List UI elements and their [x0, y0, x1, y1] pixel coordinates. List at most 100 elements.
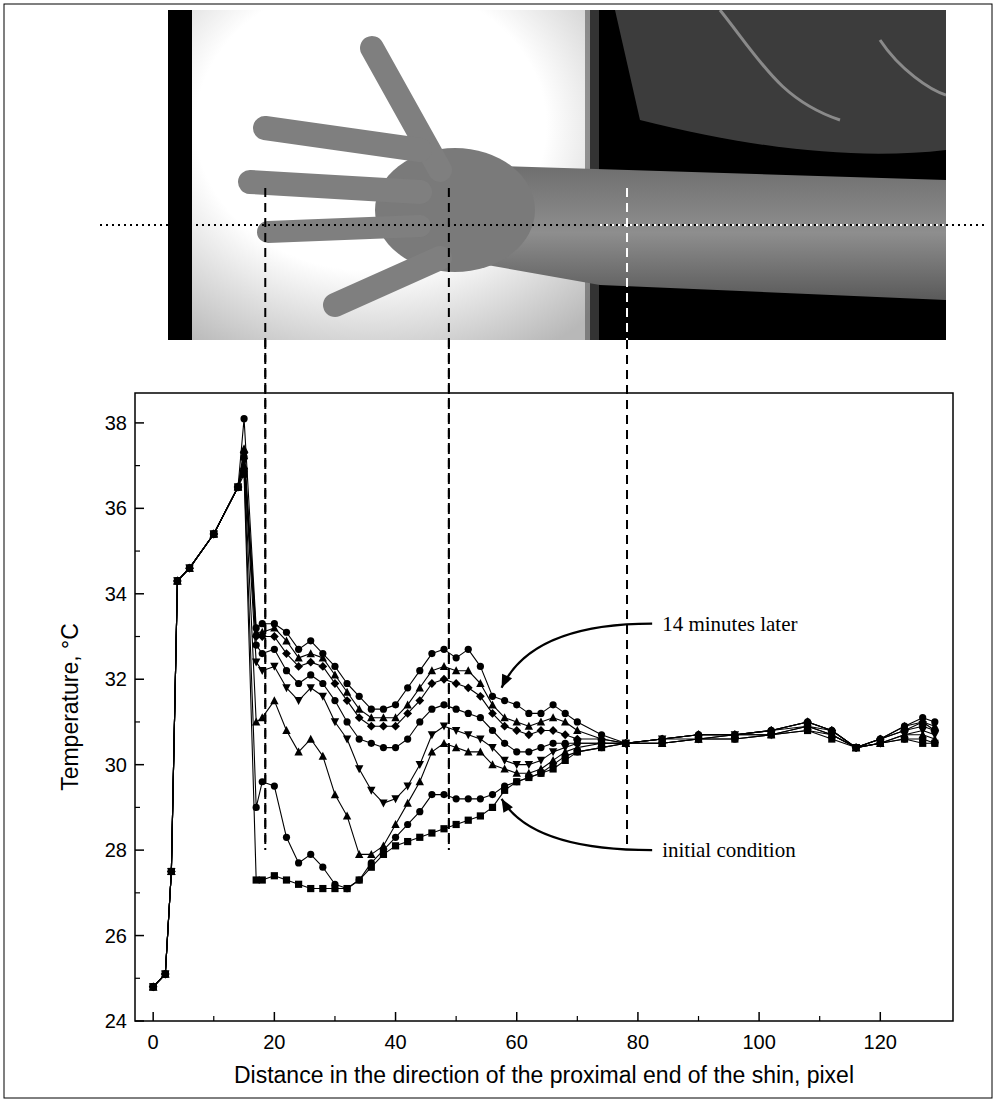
- series-marker: [477, 795, 484, 802]
- forearm: [470, 165, 946, 300]
- series-marker: [525, 722, 533, 730]
- series-marker: [488, 760, 496, 768]
- series-marker: [561, 718, 569, 726]
- series-marker: [356, 735, 363, 742]
- series-marker: [852, 743, 861, 752]
- series-line: [153, 466, 935, 987]
- finger: [265, 128, 420, 150]
- series-marker: [453, 654, 460, 661]
- series-marker: [367, 713, 375, 721]
- series-marker: [343, 812, 351, 820]
- series-marker: [294, 653, 302, 661]
- series-marker: [416, 683, 424, 691]
- series-marker: [167, 867, 176, 876]
- series-marker: [852, 744, 859, 751]
- series-marker: [525, 769, 533, 777]
- series-line: [153, 474, 935, 987]
- series-marker: [901, 723, 908, 730]
- y-tick: [135, 593, 144, 595]
- series-marker: [367, 722, 376, 731]
- series-marker: [307, 649, 315, 657]
- x-tick-label: 0: [148, 1031, 159, 1053]
- series-marker: [282, 684, 290, 692]
- y-tick: [135, 764, 144, 766]
- series-marker: [355, 713, 364, 722]
- y-tick-label: 32: [105, 668, 127, 690]
- series-marker: [489, 791, 496, 798]
- series-marker: [252, 659, 260, 667]
- series-marker: [500, 722, 509, 731]
- series-marker: [622, 740, 629, 747]
- thermal-image: [168, 10, 946, 340]
- series-marker: [319, 650, 326, 657]
- series-marker: [931, 718, 938, 725]
- y-tick: [135, 935, 144, 937]
- series-marker: [307, 637, 314, 644]
- series-group: [149, 415, 939, 991]
- series-marker: [561, 730, 570, 739]
- series-marker: [270, 696, 278, 704]
- series-marker: [307, 885, 314, 892]
- series-marker: [174, 577, 181, 584]
- series-marker: [489, 804, 496, 811]
- series-marker: [573, 726, 581, 734]
- series-marker: [295, 646, 302, 653]
- x-axis-title: Distance in the direction of the proxima…: [234, 1062, 854, 1088]
- series-marker: [804, 718, 811, 725]
- series-marker: [452, 727, 460, 735]
- series-marker: [210, 530, 217, 537]
- series-marker: [622, 739, 630, 747]
- series-marker: [488, 744, 496, 752]
- series-marker: [403, 799, 411, 807]
- series-marker: [501, 782, 508, 789]
- body-contour: [720, 10, 946, 120]
- series-marker: [767, 726, 776, 735]
- series-marker: [307, 684, 315, 692]
- x-tick-label: 100: [742, 1031, 775, 1053]
- series-marker: [416, 761, 424, 769]
- series-marker: [295, 859, 302, 866]
- series-marker: [162, 970, 169, 977]
- series-marker: [271, 782, 278, 789]
- series-marker: [452, 666, 460, 674]
- series-marker: [404, 821, 411, 828]
- series-marker: [319, 864, 326, 871]
- series-marker: [259, 778, 266, 785]
- series-marker: [403, 782, 411, 790]
- series-marker: [294, 662, 303, 671]
- series-marker: [513, 778, 520, 785]
- series-marker: [428, 791, 435, 798]
- series-marker: [440, 739, 448, 747]
- series-marker: [452, 679, 461, 688]
- series-marker: [513, 769, 521, 777]
- series-marker: [355, 705, 363, 713]
- series-marker: [416, 808, 423, 815]
- series-marker: [513, 761, 521, 769]
- series-marker: [162, 970, 169, 977]
- series-marker: [622, 740, 629, 747]
- series-marker: [391, 820, 399, 828]
- annotation-arrow: [502, 799, 653, 850]
- series-marker: [525, 761, 533, 769]
- series-marker: [380, 744, 387, 751]
- series-marker: [767, 726, 775, 734]
- series-marker: [331, 718, 339, 726]
- series-marker: [150, 983, 157, 990]
- series-marker: [453, 821, 460, 828]
- x-tick: [516, 1012, 518, 1021]
- x-tick-label: 20: [263, 1031, 285, 1053]
- y-tick: [135, 678, 144, 680]
- series-marker: [168, 868, 175, 875]
- series-marker: [270, 663, 278, 671]
- series-marker: [731, 731, 738, 738]
- series-marker: [282, 726, 290, 734]
- series-marker: [306, 658, 315, 667]
- series-marker: [549, 726, 558, 735]
- reference-line-image: [448, 188, 450, 850]
- series-marker: [489, 693, 496, 700]
- series-marker: [452, 743, 460, 751]
- series-marker: [477, 812, 484, 819]
- x-tick: [880, 1012, 882, 1021]
- series-marker: [368, 859, 375, 866]
- series-marker: [391, 713, 399, 721]
